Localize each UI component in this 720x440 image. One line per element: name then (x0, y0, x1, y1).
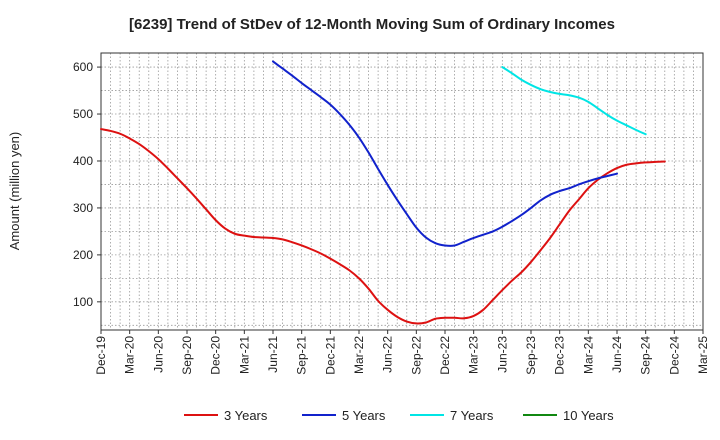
x-tick-label: Mar-24 (581, 336, 595, 374)
x-tick-label: Dec-23 (553, 336, 567, 375)
x-tick-label: Sep-20 (180, 336, 194, 375)
x-tick-label: Mar-22 (352, 336, 366, 374)
x-tick-label: Mar-23 (467, 336, 481, 374)
x-tick-label: Mar-21 (237, 336, 251, 374)
x-tick-label: Dec-20 (209, 336, 223, 375)
y-tick-label: 400 (73, 154, 93, 168)
series-line-7-years (501, 66, 647, 136)
legend-label-5-years: 5 Years (342, 408, 386, 423)
y-tick-label: 100 (73, 295, 93, 309)
series-lines (100, 60, 666, 325)
series-line-5-years (272, 60, 618, 247)
x-tick-labels: Dec-19 Mar-20 Jun-20 Sep-20 Dec-20 Mar-21 Jun-… (94, 330, 710, 375)
x-tick-label: Sep-21 (295, 336, 309, 375)
grid (100, 53, 704, 330)
plot-frame (100, 52, 704, 331)
x-tick-label: Dec-24 (667, 336, 681, 375)
y-axis-label: Amount (million yen) (7, 132, 22, 251)
y-tick-labels: 100 200 300 400 500 600 (73, 60, 101, 309)
x-tick-label: Sep-23 (524, 336, 538, 375)
y-tick-label: 500 (73, 107, 93, 121)
y-tick-label: 300 (73, 201, 93, 215)
x-tick-label: Mar-20 (123, 336, 137, 374)
x-tick-label: Mar-25 (696, 336, 710, 374)
x-tick-label: Jun-23 (495, 336, 509, 373)
x-tick-label: Sep-22 (409, 336, 423, 375)
y-tick-label: 600 (73, 60, 93, 74)
x-tick-label: Dec-19 (94, 336, 108, 375)
y-tick-label: 200 (73, 248, 93, 262)
legend-label-7-years: 7 Years (450, 408, 494, 423)
legend: 3 Years 5 Years 7 Years 10 Years (184, 408, 614, 423)
x-tick-label: Dec-22 (438, 336, 452, 375)
x-tick-label: Jun-22 (381, 336, 395, 373)
chart-title: [6239] Trend of StDev of 12-Month Moving… (129, 16, 615, 33)
legend-label-10-years: 10 Years (563, 408, 614, 423)
x-tick-label: Sep-24 (639, 336, 653, 375)
legend-label-3-years: 3 Years (224, 408, 268, 423)
x-tick-label: Dec-21 (323, 336, 337, 375)
series-line-3-years (100, 128, 666, 325)
x-tick-label: Jun-20 (151, 336, 165, 373)
x-tick-label: Jun-24 (610, 336, 624, 373)
x-tick-label: Jun-21 (266, 336, 280, 373)
